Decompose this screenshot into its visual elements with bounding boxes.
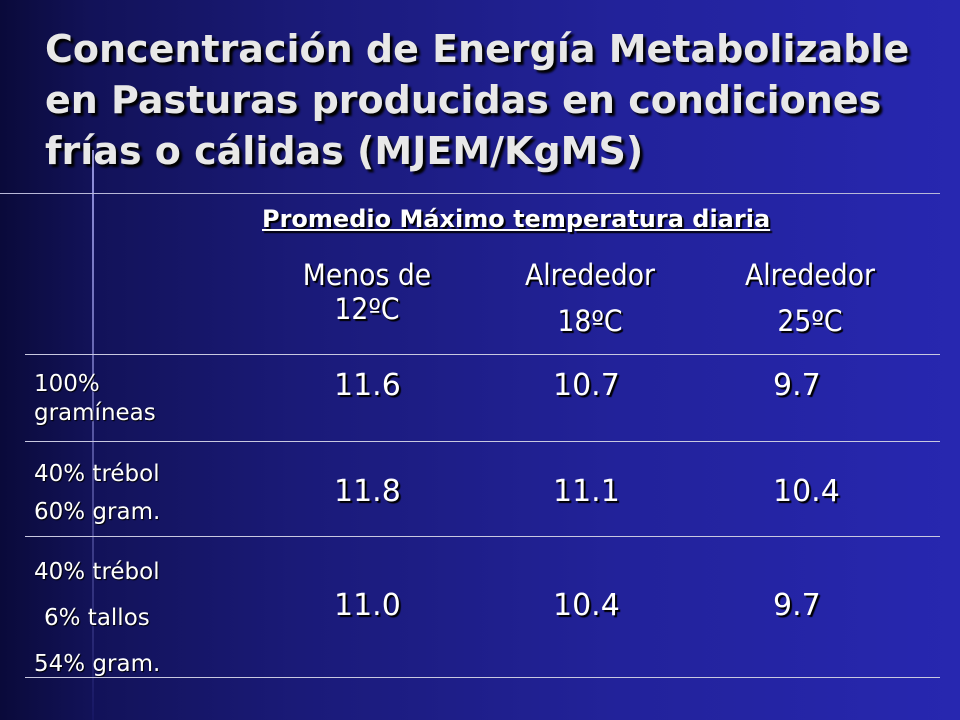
row-label-line: 100% [34, 371, 100, 397]
row-label-3: 40% trébol 6% tallos 54% gram. [34, 549, 160, 687]
table-cell: 11.0 [334, 588, 401, 623]
row-divider [25, 677, 940, 678]
column-header-12c: Menos de 12ºC [270, 258, 463, 326]
table-cell: 11.1 [553, 474, 620, 509]
slide-title: Concentración de Energía Metabolizable e… [45, 27, 910, 173]
row-label-line: 6% tallos [44, 605, 150, 631]
table-cell: 10.4 [553, 588, 620, 623]
row-label-2: 40% trébol 60% gram. [34, 455, 160, 531]
table-cell: 9.7 [773, 588, 821, 623]
row-divider [25, 536, 940, 537]
row-label-line: 40% trébol [34, 461, 160, 487]
table-cell: 10.7 [553, 368, 620, 403]
column-header-line2: 12ºC [334, 292, 400, 326]
decorative-vertical-line [92, 150, 94, 720]
row-label-line: 40% trébol [34, 559, 160, 585]
row-label-line: 60% gram. [34, 499, 161, 525]
row-label-1: 100% gramíneas [34, 370, 156, 428]
table-cell: 11.6 [334, 368, 401, 403]
column-header-line2: 18ºC [557, 304, 623, 338]
column-header-line1: Alrededor [744, 258, 876, 292]
table-top-border [0, 193, 940, 194]
row-divider [25, 441, 940, 442]
table-cell: 11.8 [334, 474, 401, 509]
row-label-line: gramíneas [34, 400, 156, 426]
group-header: Promedio Máximo temperatura diaria [262, 205, 771, 233]
row-label-line: 54% gram. [34, 651, 161, 677]
column-header-line1: Alrededor [524, 258, 656, 292]
column-header-line2: 25ºC [777, 304, 843, 338]
table-cell: 10.4 [773, 474, 840, 509]
column-header-18c: Alrededor 18ºC [507, 258, 673, 338]
column-header-25c: Alrededor 25ºC [727, 258, 893, 338]
column-header-line1: Menos de [302, 258, 432, 292]
row-divider [25, 354, 940, 355]
table-cell: 9.7 [773, 368, 821, 403]
